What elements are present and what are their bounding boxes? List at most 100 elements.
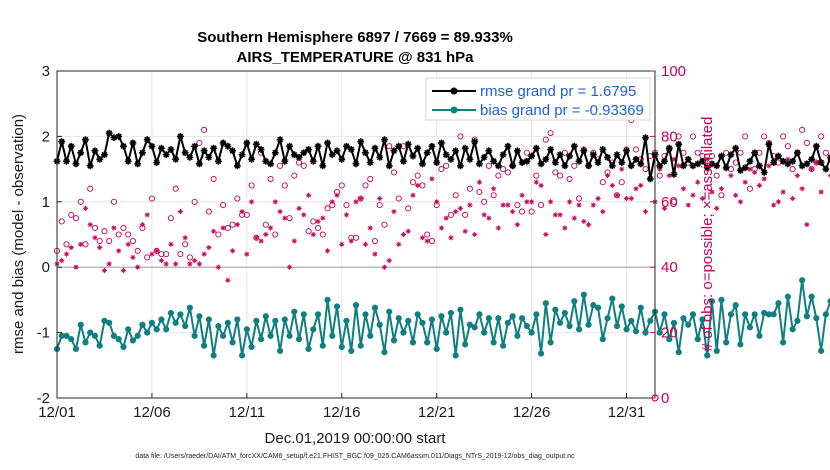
obs-possible-point: [552, 169, 559, 176]
obs-assimilated-point: [714, 205, 720, 211]
bias-point: [737, 341, 744, 348]
bias-point: [637, 304, 644, 311]
obs-assimilated-point: [82, 205, 89, 211]
obs-assimilated-point: [286, 264, 293, 270]
rmse-point: [589, 151, 597, 159]
obs-assimilated-point: [500, 202, 506, 208]
rmse-point: [713, 162, 721, 170]
rmse-point: [257, 146, 265, 153]
rmse-point: [580, 147, 588, 155]
obs-assimilated-point: [429, 176, 435, 182]
bias-point: [338, 343, 345, 351]
rmse-point: [523, 157, 531, 165]
obs-assimilated-point: [766, 163, 772, 169]
bias-point: [229, 339, 236, 346]
obs-possible-point: [746, 185, 753, 192]
obs-possible-point: [277, 162, 284, 169]
bias-point: [699, 316, 706, 323]
bias-point: [262, 313, 269, 320]
obs-assimilated-point: [234, 222, 240, 228]
bias-point: [732, 302, 739, 309]
obs-possible-point: [367, 175, 374, 182]
bias-point: [775, 300, 782, 307]
obs-assimilated-point: [182, 235, 188, 241]
obs-possible-point: [395, 195, 402, 202]
rmse-point: [139, 149, 146, 157]
bias-point: [352, 302, 360, 309]
rmse-point: [537, 160, 545, 168]
rmse-point: [105, 129, 113, 137]
bias-point: [314, 311, 322, 318]
obs-possible-point: [129, 237, 136, 245]
obs-assimilated-point: [120, 267, 127, 274]
rmse-point: [457, 162, 464, 170]
bias-point: [533, 311, 540, 318]
bias-point: [362, 311, 369, 318]
rmse-point: [585, 162, 592, 170]
obs-possible-point: [438, 166, 445, 173]
obs-possible-point: [528, 208, 535, 215]
obs-possible-point: [248, 182, 255, 189]
bias-point: [400, 329, 407, 336]
legend: rmse grand pr = 1.6795 bias grand pr = -…: [425, 77, 651, 121]
obs-assimilated-point: [790, 195, 796, 202]
obs-assimilated-point: [680, 186, 687, 192]
rmse-point: [480, 153, 488, 161]
obs-assimilated-point: [623, 195, 630, 202]
rmse-point: [281, 157, 289, 165]
obs-assimilated-point: [106, 261, 112, 267]
obs-possible-point: [675, 133, 682, 140]
bias-point: [409, 339, 417, 346]
obs-possible-point: [789, 166, 796, 173]
rmse-point: [224, 142, 232, 150]
obs-possible-point: [632, 146, 640, 153]
obs-assimilated-point: [486, 215, 492, 221]
obs-assimilated-point: [324, 248, 331, 254]
obs-assimilated-point: [737, 199, 744, 205]
bias-point: [604, 315, 611, 322]
rmse-point: [490, 157, 498, 165]
obs-possible-point: [324, 205, 331, 212]
bias-point: [708, 298, 716, 305]
rmse-point: [67, 142, 75, 150]
bias-point: [196, 313, 203, 320]
bias-point: [794, 317, 801, 324]
obs-possible-point: [523, 149, 530, 156]
rmse-point: [120, 142, 127, 150]
obs-assimilated-point: [434, 199, 440, 205]
obs-assimilated-point: [339, 241, 345, 247]
rmse-point: [637, 160, 645, 168]
rmse-point: [827, 153, 830, 161]
obs-possible-point: [243, 211, 250, 218]
rmse-point: [82, 136, 89, 144]
bias-point: [158, 316, 165, 323]
rmse-point: [96, 155, 104, 163]
bias-point: [405, 317, 412, 324]
rmse-point: [195, 160, 203, 168]
obs-possible-point: [101, 228, 108, 235]
obs-assimilated-point: [709, 189, 715, 195]
footer-datafile: data file: /Users/raeder/DAI/ATM_forcXX/…: [135, 453, 575, 460]
obs-assimilated-point: [87, 222, 93, 228]
rmse-point: [817, 159, 825, 166]
bias-point: [561, 309, 568, 317]
obs-possible-point: [77, 198, 84, 205]
rmse-point: [328, 151, 336, 159]
rmse-point: [324, 139, 331, 147]
y-tick-label-left: 1: [42, 194, 50, 211]
obs-assimilated-point: [519, 192, 525, 198]
obs-assimilated-point: [415, 182, 421, 189]
rmse-point: [338, 155, 346, 163]
bias-point: [727, 311, 735, 318]
bias-point: [466, 321, 474, 328]
obs-possible-point: [267, 175, 274, 182]
rmse-point: [153, 159, 161, 166]
obs-possible-point: [305, 228, 312, 235]
obs-possible-point: [462, 211, 469, 218]
obs-assimilated-point: [130, 254, 136, 260]
bias-point: [343, 317, 350, 324]
obs-assimilated-point: [206, 244, 212, 251]
obs-possible-point: [352, 234, 360, 241]
bias-point: [182, 322, 189, 330]
